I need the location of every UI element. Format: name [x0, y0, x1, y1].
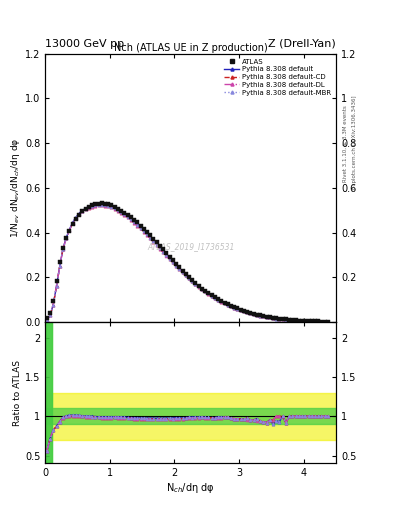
Legend: ATLAS, Pythia 8.308 default, Pythia 8.308 default-CD, Pythia 8.308 default-DL, P: ATLAS, Pythia 8.308 default, Pythia 8.30… — [222, 57, 332, 97]
Bar — [45, 409, 336, 424]
X-axis label: N$_{ch}$/dη dφ: N$_{ch}$/dη dφ — [166, 481, 215, 495]
Y-axis label: Ratio to ATLAS: Ratio to ATLAS — [13, 360, 22, 426]
Y-axis label: 1/N$_{ev}$ dN$_{ev}$/dN$_{ch}$/dη dφ: 1/N$_{ev}$ dN$_{ev}$/dN$_{ch}$/dη dφ — [9, 138, 22, 238]
Bar — [45, 393, 336, 440]
Bar — [45, 322, 51, 463]
Text: Z (Drell-Yan): Z (Drell-Yan) — [268, 38, 336, 49]
Text: ATLAS_2019_I1736531: ATLAS_2019_I1736531 — [147, 243, 234, 251]
Title: Nch (ATLAS UE in Z production): Nch (ATLAS UE in Z production) — [114, 43, 268, 53]
Text: Rivet 3.1.10, ≥ 3.3M events: Rivet 3.1.10, ≥ 3.3M events — [343, 105, 348, 182]
Text: mcplots.cern.ch [arXiv:1306.3436]: mcplots.cern.ch [arXiv:1306.3436] — [352, 96, 357, 191]
Text: 13000 GeV pp: 13000 GeV pp — [45, 38, 124, 49]
Bar — [45, 322, 51, 463]
